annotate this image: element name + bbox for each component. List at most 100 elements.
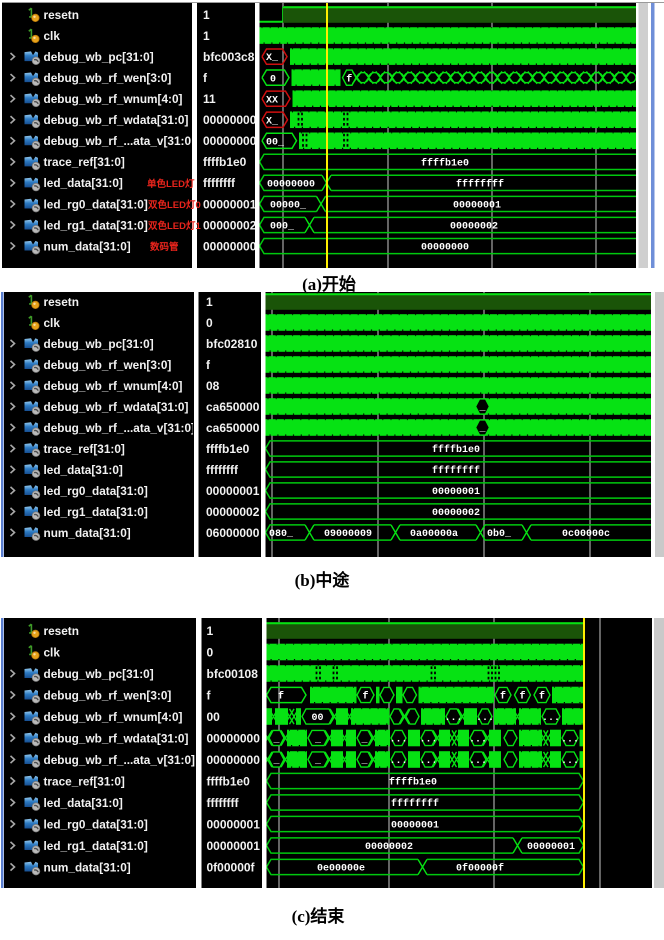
svg-text:ffffffff: ffffffff [391,798,439,810]
svg-text:_: _ [360,756,368,767]
svg-text:debug_wb_rf_wdata[31:0]: debug_wb_rf_wdata[31:0] [44,113,189,127]
svg-text:_: _ [314,756,322,767]
svg-text:ca650000: ca650000 [206,421,260,435]
svg-text:08: 08 [206,379,220,393]
svg-text:debug_wb_rf_wdata[31:0]: debug_wb_rf_wdata[31:0] [44,731,189,745]
svg-text:resetn: resetn [44,624,79,638]
svg-text:00000000: 00000000 [203,113,257,127]
svg-text:ffffffff: ffffffff [456,179,504,191]
svg-text:0: 0 [270,74,276,85]
svg-text:clk: clk [44,645,61,659]
svg-text:ffffffff: ffffffff [432,465,480,477]
svg-text:num_data[31:0]: num_data[31:0] [44,526,131,540]
svg-text:X_: X_ [266,53,279,64]
svg-text:00_: 00_ [266,137,285,148]
svg-text:num_data[31:0]: num_data[31:0] [44,239,131,253]
svg-text:00000002: 00000002 [206,505,260,519]
svg-text:f: f [539,691,545,703]
svg-text:_: _ [360,735,368,746]
svg-text:debug_wb_rf_...ata_v[31:0]: debug_wb_rf_...ata_v[31:0] [44,421,196,435]
svg-text:_: _ [478,424,486,435]
svg-text:...: ... [542,713,560,724]
svg-text:_: _ [272,735,280,746]
svg-text:ffffb1e0: ffffb1e0 [421,157,469,169]
svg-text:f: f [206,358,211,372]
svg-text:...: ... [476,713,494,724]
svg-text:双色LED灯0: 双色LED灯0 [147,199,201,211]
svg-text:ffffb1e0: ffffb1e0 [203,155,247,169]
svg-text:XX: XX [266,95,278,106]
svg-text:ffffb1e0: ffffb1e0 [207,774,251,788]
svg-text:00000000: 00000000 [267,180,315,191]
svg-text:trace_ref[31:0]: trace_ref[31:0] [44,155,125,169]
svg-text:00000_: 00000_ [270,201,307,212]
svg-text:led_rg1_data[31:0]: led_rg1_data[31:0] [44,839,148,853]
svg-text:led_data[31:0]: led_data[31:0] [44,796,123,810]
svg-text:_: _ [478,403,486,414]
svg-text:ffffffff: ffffffff [207,796,240,810]
svg-text:num_data[31:0]: num_data[31:0] [44,860,131,874]
svg-text:led_rg1_data[31:0]: led_rg1_data[31:0] [44,505,148,519]
svg-text:led_rg0_data[31:0]: led_rg0_data[31:0] [44,484,148,498]
svg-text:_: _ [272,756,280,767]
svg-text:...: ... [389,756,407,767]
svg-text:...: ... [419,735,437,746]
svg-text:f: f [346,73,352,85]
svg-text:...: ... [444,713,462,724]
svg-text:debug_wb_rf_wen[3:0]: debug_wb_rf_wen[3:0] [44,71,172,85]
svg-text:...: ... [469,756,487,767]
svg-text:f: f [278,691,284,703]
svg-text:00000002: 00000002 [432,508,480,519]
svg-text:0b0_: 0b0_ [487,528,512,540]
svg-text:00: 00 [311,713,323,724]
svg-text:clk: clk [44,29,61,43]
svg-text:debug_wb_rf_...ata_v[31:0]: debug_wb_rf_...ata_v[31:0] [44,753,196,767]
svg-text:0c00000c: 0c00000c [562,529,610,540]
svg-text:00000000: 00000000 [203,134,257,148]
svg-text:ffffb1e0: ffffb1e0 [389,777,437,789]
svg-text:debug_wb_rf_wen[3:0]: debug_wb_rf_wen[3:0] [44,358,172,372]
svg-text:debug_wb_pc[31:0]: debug_wb_pc[31:0] [44,50,154,64]
svg-text:00000001: 00000001 [207,817,261,831]
svg-text:bfc02810: bfc02810 [206,337,258,351]
svg-text:11: 11 [203,92,216,106]
svg-text:f: f [207,688,212,702]
svg-text:X_: X_ [266,116,279,127]
svg-text:00: 00 [207,710,221,724]
svg-text:resetn: resetn [44,295,79,309]
svg-text:debug_wb_rf_wdata[31:0]: debug_wb_rf_wdata[31:0] [44,400,189,414]
svg-text:_: _ [314,735,322,746]
svg-text:trace_ref[31:0]: trace_ref[31:0] [44,442,125,456]
svg-text:0e00000e: 0e00000e [317,864,365,875]
svg-text:...: ... [469,735,487,746]
svg-text:debug_wb_rf_wnum[4:0]: debug_wb_rf_wnum[4:0] [44,379,183,393]
svg-text:ffffffff: ffffffff [203,176,236,190]
svg-text:0f00000f: 0f00000f [456,863,504,875]
svg-text:debug_wb_pc[31:0]: debug_wb_pc[31:0] [44,337,154,351]
svg-text:1: 1 [203,8,210,22]
svg-text:0: 0 [207,645,214,659]
svg-text:09000009: 09000009 [324,529,372,540]
svg-text:0a00000a: 0a00000a [410,529,458,540]
svg-text:00000001: 00000001 [453,201,501,212]
svg-text:...: ... [561,735,579,746]
svg-text:ffffb1e0: ffffb1e0 [432,444,480,456]
svg-text:...: ... [419,756,437,767]
svg-text:00000001: 00000001 [391,821,439,832]
svg-text:数码管: 数码管 [149,241,179,253]
svg-text:resetn: resetn [44,8,79,22]
svg-text:f: f [500,691,506,703]
svg-text:00000001: 00000001 [432,487,480,498]
svg-text:led_data[31:0]: led_data[31:0] [44,176,123,190]
svg-text:000_: 000_ [270,222,295,233]
svg-text:debug_wb_rf_wnum[4:0]: debug_wb_rf_wnum[4:0] [44,92,183,106]
svg-text:...: ... [561,756,579,767]
svg-text:00000000: 00000000 [421,243,469,254]
svg-text:00000002: 00000002 [450,222,498,233]
svg-text:00000001: 00000001 [527,842,575,853]
svg-text:00000001: 00000001 [207,839,261,853]
svg-text:单色LED灯: 单色LED灯 [147,178,195,190]
svg-text:f: f [203,71,208,85]
svg-text:trace_ref[31:0]: trace_ref[31:0] [44,774,125,788]
svg-text:led_rg0_data[31:0]: led_rg0_data[31:0] [44,197,148,211]
